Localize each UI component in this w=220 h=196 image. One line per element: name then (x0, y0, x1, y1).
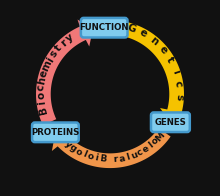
Text: l: l (81, 150, 88, 159)
Text: g: g (68, 143, 79, 154)
Text: i: i (170, 68, 180, 75)
Text: FUNCTION: FUNCTION (79, 23, 129, 32)
Text: c: c (136, 147, 145, 158)
Text: y: y (62, 139, 73, 150)
Text: PROTEINS: PROTEINS (31, 128, 80, 137)
Text: u: u (130, 150, 139, 160)
Text: r: r (59, 37, 69, 48)
Text: o: o (86, 152, 95, 162)
FancyBboxPatch shape (151, 113, 190, 132)
Text: c: c (173, 80, 184, 87)
Text: GENES: GENES (154, 118, 186, 127)
FancyBboxPatch shape (32, 122, 79, 142)
Text: e: e (38, 69, 50, 79)
Text: o: o (74, 146, 84, 157)
Text: s: s (48, 48, 60, 59)
Text: m: m (40, 59, 54, 73)
Text: a: a (118, 154, 126, 164)
Text: r: r (113, 155, 118, 164)
Text: e: e (138, 27, 149, 40)
Text: G: G (126, 23, 137, 35)
Text: B: B (37, 104, 49, 114)
Text: h: h (37, 76, 48, 85)
Text: c: c (36, 84, 47, 92)
Text: l: l (126, 152, 131, 162)
Text: y: y (64, 32, 75, 44)
Text: t: t (53, 43, 64, 53)
Text: n: n (148, 34, 160, 47)
Text: B: B (99, 154, 107, 164)
Text: M: M (154, 130, 166, 143)
Text: t: t (164, 55, 176, 64)
Polygon shape (52, 128, 170, 168)
Text: e: e (157, 44, 169, 55)
Text: i: i (45, 56, 55, 64)
FancyBboxPatch shape (81, 18, 128, 37)
Text: i: i (94, 154, 99, 163)
Text: o: o (150, 136, 161, 147)
Polygon shape (36, 20, 93, 125)
Text: s: s (174, 94, 184, 100)
Text: l: l (147, 141, 155, 150)
Text: e: e (141, 144, 151, 155)
Text: o: o (36, 92, 46, 99)
Text: i: i (36, 100, 47, 105)
Polygon shape (115, 20, 188, 122)
